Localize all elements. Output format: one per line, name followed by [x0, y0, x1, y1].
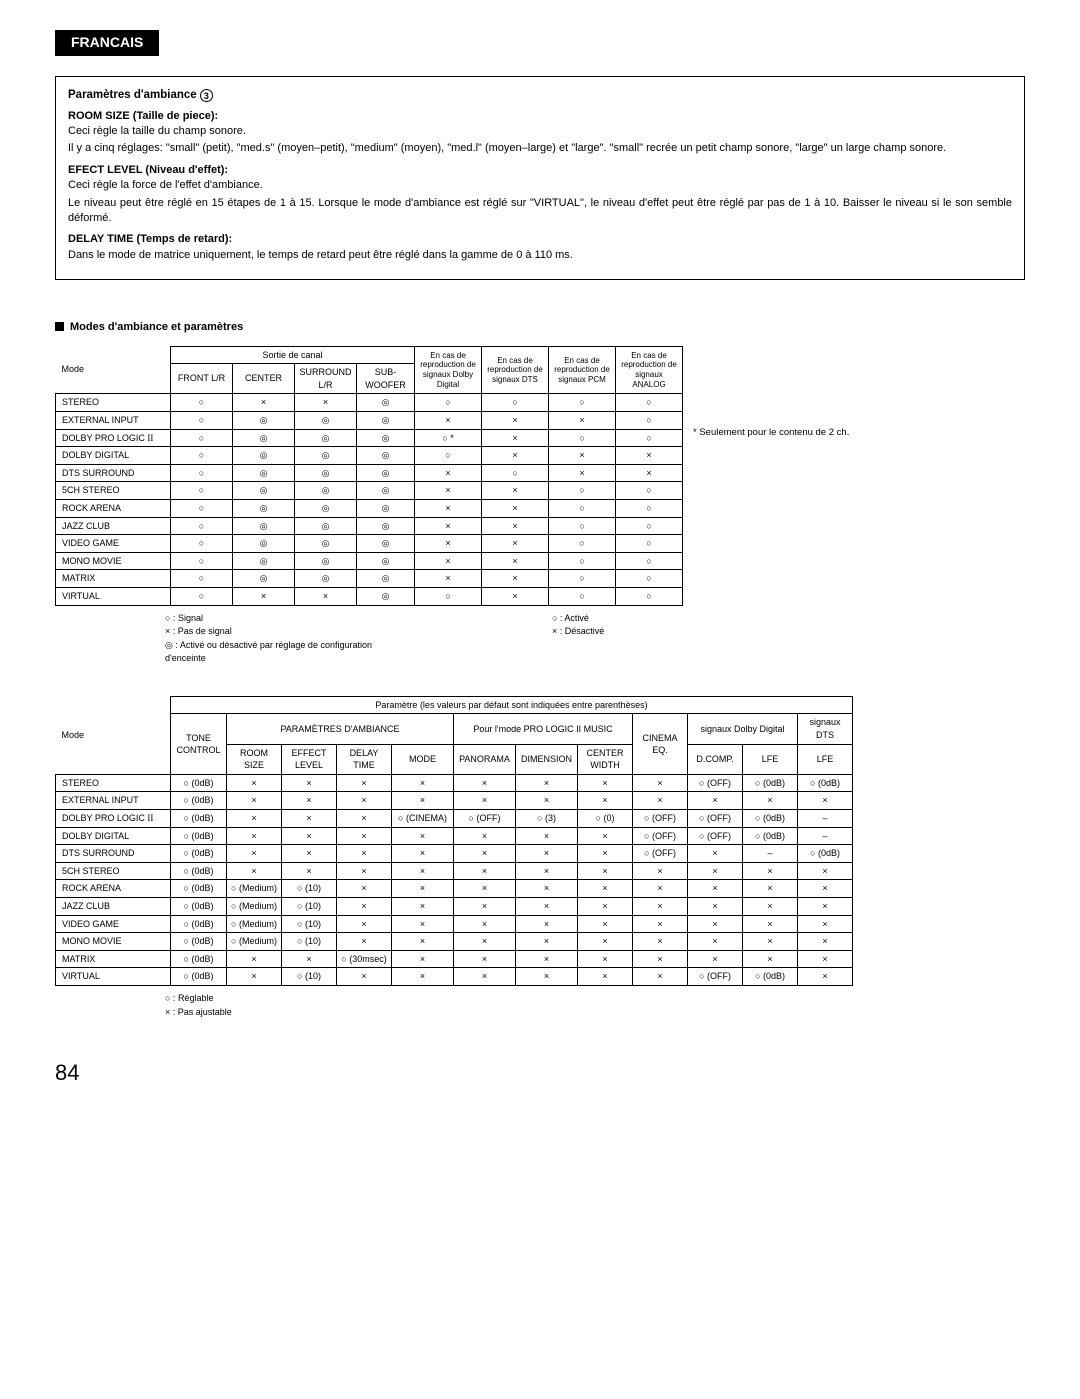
square-bullet: [55, 322, 64, 331]
room-size-title: ROOM SIZE (Taille de piece):: [68, 109, 1012, 124]
effect-title: EFECT LEVEL (Niveau d'effet):: [68, 163, 1012, 178]
footnote-2ch: * Seulement pour le contenu de 2 ch.: [693, 426, 849, 439]
circled-number: 3: [200, 89, 213, 102]
page-number: 84: [55, 1058, 1025, 1089]
channel-output-table: ModeSortie de canalEn cas de reproductio…: [55, 346, 683, 606]
legend-table1: ○ : Signal× : Pas de signal◎ : Activé ou…: [55, 612, 1025, 666]
room-size-l2: Il y a cinq réglages: "small" (petit), "…: [68, 141, 1012, 156]
parameters-table: ModeParamètre (les valeurs par défaut so…: [55, 696, 853, 986]
effect-l2: Le niveau peut être réglé en 15 étapes d…: [68, 196, 1012, 227]
delay-title: DELAY TIME (Temps de retard):: [68, 232, 1012, 247]
delay-l1: Dans le mode de matrice uniquement, le t…: [68, 248, 1012, 263]
modes-header: Modes d'ambiance et paramètres: [55, 320, 1025, 335]
room-size-l1: Ceci règle la taille du champ sonore.: [68, 124, 1012, 139]
parameters-box: Paramètres d'ambiance 3 ROOM SIZE (Taill…: [55, 76, 1025, 281]
legend-table2: ○ : Réglable× : Pas ajustable: [165, 992, 1025, 1018]
modes-header-text: Modes d'ambiance et paramètres: [70, 321, 243, 333]
effect-l1: Ceci règle la force de l'effet d'ambianc…: [68, 178, 1012, 193]
heading-text: Paramètres d'ambiance: [68, 89, 197, 101]
box-heading: Paramètres d'ambiance 3: [68, 87, 1012, 103]
language-badge: FRANCAIS: [55, 30, 159, 56]
